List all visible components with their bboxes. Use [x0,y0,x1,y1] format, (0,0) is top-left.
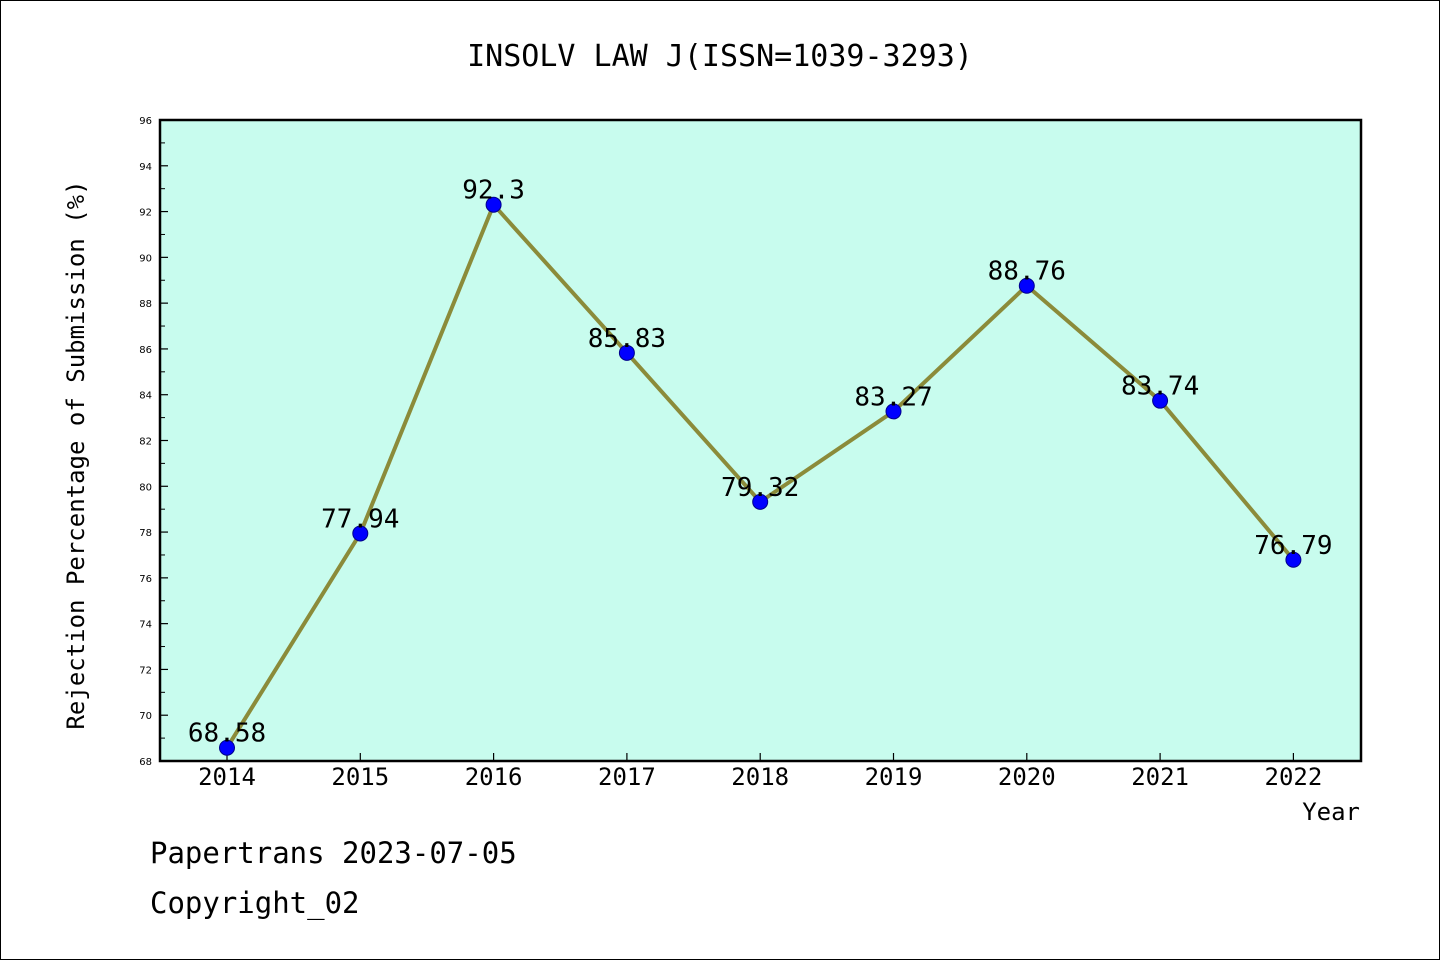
data-label: 77.94 [321,504,399,534]
data-label: 85.83 [588,324,666,354]
x-tick-label: 2018 [731,763,789,791]
y-tick-label: 82 [139,437,152,448]
data-label: 83.27 [854,382,932,412]
data-point [1018,277,1035,294]
data-labels: 68.58 77.94 92.3 85.83 79.32 83.27 88.76 83.74 7… [188,176,1333,749]
chart-title: INSOLV LAW J(ISSN=1039-3293) [467,39,973,74]
data-point [1285,551,1302,568]
y-tick-label: 90 [139,253,152,264]
y-tick-label: 92 [139,208,152,219]
data-label: 76.79 [1254,531,1332,561]
y-tick-label: 84 [139,391,152,402]
data-label: 68.58 [188,719,266,749]
data-label: 79.32 [721,473,799,503]
y-axis: 68 70 72 74 76 78 80 82 84 86 88 90 92 94 96 [139,116,168,768]
y-tick-label: 76 [139,574,152,585]
x-tick-label: 2019 [865,763,923,791]
y-tick-label: 70 [139,711,152,722]
footer-date: Papertrans 2023-07-05 [150,836,517,870]
y-tick-label: 86 [139,345,152,356]
x-tick-label: 2015 [331,763,389,791]
x-tick-label: 2014 [198,763,256,791]
y-tick-label: 78 [139,528,152,539]
x-tick-label: 2020 [998,763,1056,791]
y-tick-label: 74 [139,620,152,631]
data-point [1152,392,1169,409]
data-point [618,344,635,361]
y-tick-label: 68 [139,757,152,768]
data-point [219,739,235,756]
y-tick-label: 94 [139,162,152,173]
data-label: 83.74 [1121,372,1199,402]
x-axis-label: Year [1302,798,1360,826]
y-tick-label: 88 [139,299,152,310]
x-axis: 2014 2015 2016 2017 2018 2019 2020 2021 2022 [198,753,1322,791]
x-tick-label: 2021 [1131,763,1189,791]
y-tick-label: 72 [139,665,152,676]
x-tick-label: 2022 [1265,763,1323,791]
x-tick-label: 2017 [598,763,656,791]
series-rejection-percentage [219,196,1302,756]
y-tick-label: 80 [139,482,152,493]
data-point [752,493,769,510]
data-point [352,525,369,542]
data-label: 88.76 [988,257,1066,287]
data-point [485,196,502,213]
plot-area [158,118,1363,763]
footer-copyright: Copyright_02 [150,886,360,920]
y-axis-label: Rejection Percentage of Submission (%) [62,180,90,729]
data-point [885,403,902,420]
data-label: 92.3 [462,176,525,206]
y-tick-label: 96 [139,116,152,127]
x-tick-label: 2016 [465,763,523,791]
